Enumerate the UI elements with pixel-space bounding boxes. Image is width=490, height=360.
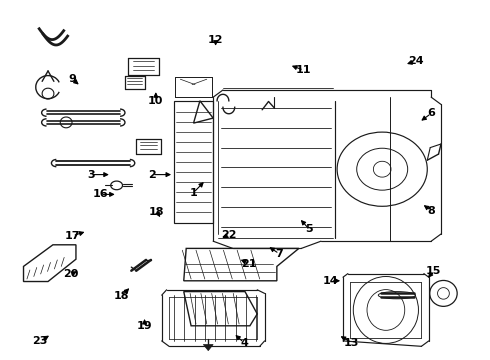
Text: 19: 19: [137, 321, 152, 331]
Text: 7: 7: [275, 249, 283, 259]
Text: 4: 4: [240, 338, 248, 348]
Text: 11: 11: [296, 65, 312, 75]
Text: 13: 13: [344, 338, 360, 348]
Text: 22: 22: [221, 230, 237, 240]
Text: 17: 17: [65, 231, 80, 241]
Text: 9: 9: [69, 74, 76, 84]
Text: 20: 20: [63, 269, 79, 279]
Text: 6: 6: [427, 108, 435, 118]
Text: 24: 24: [408, 56, 423, 66]
Text: 18: 18: [149, 207, 165, 217]
Text: 23: 23: [32, 336, 48, 346]
Text: 21: 21: [241, 258, 257, 269]
Text: 2: 2: [148, 170, 156, 180]
Text: 10: 10: [148, 96, 164, 106]
Text: 3: 3: [87, 170, 95, 180]
Text: 5: 5: [305, 224, 313, 234]
Text: 1: 1: [190, 188, 197, 198]
Text: 18: 18: [114, 291, 129, 301]
Text: 12: 12: [208, 35, 223, 45]
Text: 16: 16: [93, 189, 108, 199]
Text: 14: 14: [323, 276, 339, 286]
Text: 8: 8: [427, 206, 435, 216]
Text: 15: 15: [426, 266, 441, 276]
Polygon shape: [203, 345, 213, 351]
